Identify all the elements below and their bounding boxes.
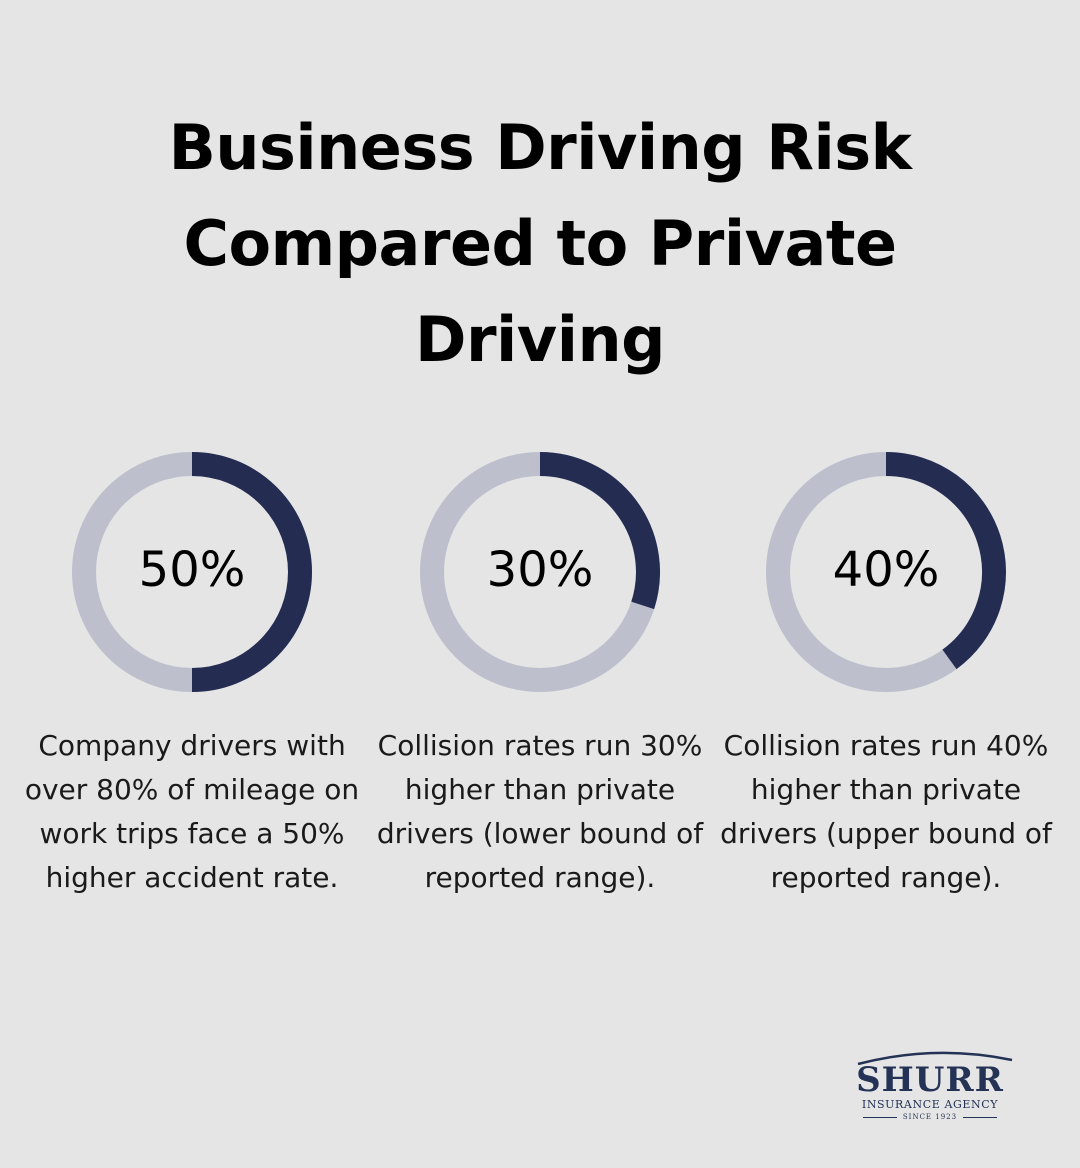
logo-since: SINCE 1923 [840,1112,1020,1122]
donut-chart [766,450,1006,694]
stat-description: Company drivers with over 80% of mileage… [24,729,360,894]
logo-name: SHURR [856,1060,1004,1100]
donut-svg [72,452,312,692]
donut-svg [766,452,1006,692]
stat-description: Collision rates run 40% higher than priv… [720,729,1052,894]
stat-description: Collision rates run 30% higher than priv… [376,729,704,894]
donut-value-arc [539,452,660,610]
donut-chart [420,450,660,694]
donut-chart [72,450,312,694]
page-title: Business Driving Risk Compared to Privat… [168,111,912,376]
stat-value: 40% [832,542,940,598]
stat-value: 30% [486,542,594,598]
brand-logo: SHURR INSURANCE AGENCY SINCE 1923 [840,1048,1020,1128]
donut-svg [420,452,660,692]
logo-subtitle: INSURANCE AGENCY [861,1098,999,1111]
stat-value: 50% [138,542,246,598]
logo-swoosh-icon [857,1051,1013,1066]
donut-value-arc [885,452,1006,670]
donut-value-arc [191,452,312,692]
